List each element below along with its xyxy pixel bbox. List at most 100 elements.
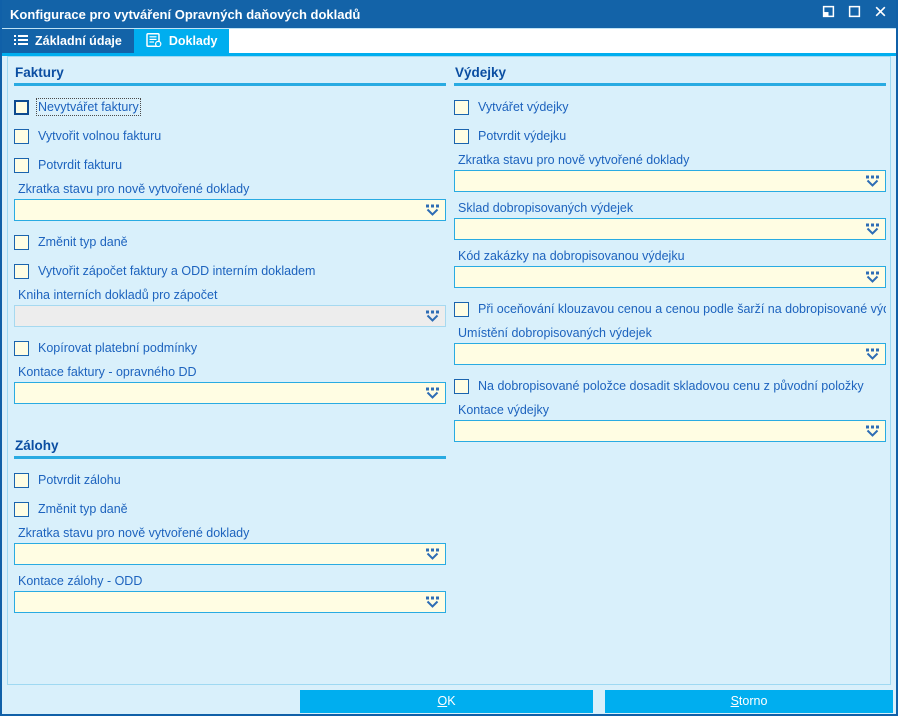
checkbox-row-nevytvaret-faktury: Nevytvářet faktury bbox=[14, 98, 446, 116]
kontace-faktury-label: Kontace faktury - opravného DD bbox=[18, 365, 197, 379]
zkratka-stavu-vydejky-combobox[interactable] bbox=[454, 170, 886, 192]
ok-button-label: OK bbox=[437, 694, 456, 708]
maximize-window-button[interactable] bbox=[846, 5, 862, 23]
potvrdit-zalohu-checkbox[interactable] bbox=[14, 472, 29, 488]
checkbox-row-potvrdit-zalohu: Potvrdit zálohu bbox=[14, 472, 446, 488]
close-window-button[interactable] bbox=[872, 6, 888, 22]
dropdown-icon[interactable] bbox=[865, 348, 880, 361]
dropdown-icon[interactable] bbox=[425, 387, 440, 400]
window-title: Konfigurace pro vytváření Opravných daňo… bbox=[10, 6, 361, 22]
section-title-vydejky: Výdejky bbox=[455, 65, 507, 80]
dosadit-skladovou-cenu-checkbox[interactable] bbox=[454, 378, 469, 394]
checkbox-row-ocenovani-klouzavou-cenou: Při oceňování klouzavou cenou a cenou po… bbox=[454, 301, 886, 317]
close-icon bbox=[874, 5, 887, 23]
dropdown-icon bbox=[426, 310, 439, 322]
kniha-internich-dokladu-label: Kniha interních dokladů pro zápočet bbox=[18, 288, 218, 302]
kniha-internich-dokladu-combobox bbox=[14, 305, 446, 327]
checkbox-label[interactable]: Změnit typ daně bbox=[38, 502, 128, 516]
dropdown-icon[interactable] bbox=[425, 548, 440, 561]
zkratka-stavu-vydejky-label: Zkratka stavu pro nově vytvořené doklady bbox=[458, 153, 690, 167]
tab-label: Doklady bbox=[168, 34, 218, 48]
list-icon bbox=[14, 34, 28, 49]
checkbox-label[interactable]: Potvrdit zálohu bbox=[38, 473, 121, 487]
dropdown-icon[interactable] bbox=[865, 271, 880, 284]
vytvaret-vydejky-checkbox[interactable] bbox=[454, 99, 469, 115]
section-spacer bbox=[14, 404, 446, 430]
checkbox-row-zmenit-typ-dane-zalohy: Změnit typ daně bbox=[14, 501, 446, 517]
zkratka-stavu-faktury-combobox[interactable] bbox=[14, 199, 446, 221]
kontace-zalohy-combobox[interactable] bbox=[14, 591, 446, 613]
kontace-vydejky-combobox[interactable] bbox=[454, 420, 886, 442]
zkratka-stavu-zalohy-label: Zkratka stavu pro nově vytvořené doklady bbox=[18, 526, 250, 540]
kod-zakazky-label: Kód zakázky na dobropisovanou výdejku bbox=[458, 249, 685, 263]
potvrdit-fakturu-checkbox[interactable] bbox=[14, 157, 29, 173]
dialog-content: Faktury Nevytvářet faktury Vytvořit voln… bbox=[2, 56, 896, 685]
checkbox-row-kopirovat-platebni-podminky: Kopírovat platební podmínky bbox=[14, 340, 446, 356]
tab-doklady[interactable]: Doklady bbox=[133, 29, 230, 53]
dropdown-icon[interactable] bbox=[865, 425, 880, 438]
window-controls bbox=[820, 5, 888, 23]
section-rule bbox=[14, 83, 446, 86]
checkbox-row-zmenit-typ-dane-faktury: Změnit typ daně bbox=[14, 234, 446, 250]
storno-button-label: Storno bbox=[730, 694, 768, 708]
restore-icon bbox=[822, 5, 835, 23]
vytvorit-zapocet-checkbox[interactable] bbox=[14, 263, 29, 279]
checkbox-label[interactable]: Nevytvářet faktury bbox=[36, 98, 141, 116]
checkbox-row-vytvorit-volnou-fakturu: Vytvořit volnou fakturu bbox=[14, 128, 446, 144]
checkbox-label[interactable]: Změnit typ daně bbox=[38, 235, 128, 249]
checkbox-label[interactable]: Na dobropisované položce dosadit skladov… bbox=[478, 379, 864, 393]
nevytvaret-faktury-checkbox[interactable] bbox=[14, 99, 29, 115]
sklad-dobropisovanych-vydejek-combobox[interactable] bbox=[454, 218, 886, 240]
checkbox-label[interactable]: Potvrdit fakturu bbox=[38, 158, 123, 172]
dropdown-icon[interactable] bbox=[865, 175, 880, 188]
tab-bar: Základní údaje Doklady bbox=[2, 28, 896, 53]
zmenit-typ-dane-faktury-checkbox[interactable] bbox=[14, 234, 29, 250]
title-bar[interactable]: Konfigurace pro vytváření Opravných daňo… bbox=[2, 0, 896, 28]
doklady-tab-panel: Faktury Nevytvářet faktury Vytvořit voln… bbox=[7, 56, 891, 685]
tab-zakladni-udaje[interactable]: Základní údaje bbox=[2, 29, 134, 53]
vytvorit-volnou-fakturu-checkbox[interactable] bbox=[14, 128, 29, 144]
restore-window-button[interactable] bbox=[820, 5, 836, 23]
storno-button[interactable]: Storno bbox=[605, 690, 893, 713]
checkbox-label[interactable]: Vytvořit volnou fakturu bbox=[38, 129, 162, 143]
umisteni-dobropisovanych-vydejek-label: Umístění dobropisovaných výdejek bbox=[458, 326, 652, 340]
checkbox-label[interactable]: Kopírovat platební podmínky bbox=[38, 341, 198, 355]
checkbox-row-potvrdit-fakturu: Potvrdit fakturu bbox=[14, 157, 446, 173]
sklad-dobropisovanych-vydejek-label: Sklad dobropisovaných výdejek bbox=[458, 201, 634, 215]
checkbox-row-vytvorit-zapocet: Vytvořit zápočet faktury a ODD interním … bbox=[14, 263, 446, 279]
section-rule bbox=[14, 456, 446, 459]
dropdown-icon[interactable] bbox=[865, 223, 880, 236]
dialog-footer: OK Storno bbox=[2, 685, 896, 714]
tab-label: Základní údaje bbox=[35, 34, 122, 48]
kontace-faktury-combobox[interactable] bbox=[14, 382, 446, 404]
potvrdit-vydejku-checkbox[interactable] bbox=[454, 128, 469, 144]
kontace-zalohy-label: Kontace zálohy - ODD bbox=[18, 574, 143, 588]
zkratka-stavu-zalohy-combobox[interactable] bbox=[14, 543, 446, 565]
document-icon bbox=[146, 32, 162, 50]
checkbox-label[interactable]: Potvrdit výdejku bbox=[478, 129, 567, 143]
section-rule bbox=[454, 83, 886, 86]
umisteni-dobropisovanych-vydejek-combobox[interactable] bbox=[454, 343, 886, 365]
zmenit-typ-dane-zalohy-checkbox[interactable] bbox=[14, 501, 29, 517]
dropdown-icon[interactable] bbox=[425, 596, 440, 609]
checkbox-row-potvrdit-vydejku: Potvrdit výdejku bbox=[454, 128, 886, 144]
section-title-zalohy: Zálohy bbox=[15, 438, 59, 453]
kontace-vydejky-label: Kontace výdejky bbox=[458, 403, 550, 417]
ok-button[interactable]: OK bbox=[300, 690, 593, 713]
right-column: Výdejky Vytvářet výdejky Potvrdit výdejk… bbox=[454, 57, 886, 613]
active-tab-underline bbox=[2, 53, 896, 56]
checkbox-label[interactable]: Vytvořit zápočet faktury a ODD interním … bbox=[38, 264, 316, 278]
kod-zakazky-combobox[interactable] bbox=[454, 266, 886, 288]
maximize-icon bbox=[848, 5, 861, 23]
zkratka-stavu-faktury-label: Zkratka stavu pro nově vytvořené doklady bbox=[18, 182, 250, 196]
kopirovat-platebni-podminky-checkbox[interactable] bbox=[14, 340, 29, 356]
checkbox-label[interactable]: Při oceňování klouzavou cenou a cenou po… bbox=[478, 302, 886, 316]
checkbox-label[interactable]: Vytvářet výdejky bbox=[478, 100, 569, 114]
section-title-faktury: Faktury bbox=[15, 65, 64, 80]
dropdown-icon[interactable] bbox=[425, 204, 440, 217]
checkbox-row-vytvaret-vydejky: Vytvářet výdejky bbox=[454, 99, 886, 115]
left-column: Faktury Nevytvářet faktury Vytvořit voln… bbox=[14, 57, 446, 613]
checkbox-row-dosadit-skladovou-cenu: Na dobropisované položce dosadit skladov… bbox=[454, 378, 886, 394]
ocenovani-klouzavou-cenou-checkbox[interactable] bbox=[454, 301, 469, 317]
